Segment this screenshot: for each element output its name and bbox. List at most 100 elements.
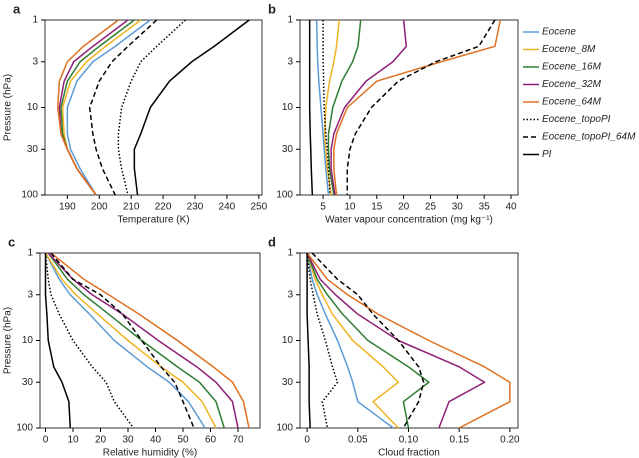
y-tick-label: 10	[27, 102, 39, 113]
x-tick-label: 5	[320, 202, 326, 213]
profile-line	[44, 253, 71, 429]
y-tick-label: 3	[287, 289, 293, 300]
profile-line	[50, 252, 195, 429]
x-tick-label: 190	[59, 202, 76, 213]
profile-line	[308, 20, 314, 196]
profile-line	[306, 252, 486, 429]
y-tick-label: 30	[282, 144, 294, 155]
panel-letter: a	[13, 1, 21, 16]
x-tick-label: 240	[219, 202, 236, 213]
profile-line	[50, 252, 250, 429]
x-tick-label: 60	[205, 435, 217, 446]
profile-line	[306, 252, 339, 429]
x-tick-label: 0.20	[500, 435, 520, 446]
y-tick-label: 1	[27, 248, 33, 259]
profile-line	[133, 19, 250, 196]
x-tick-label: 20	[95, 435, 107, 446]
profile-line	[306, 252, 400, 429]
y-tick-label: 1	[287, 248, 293, 259]
y-tick-label: 30	[282, 377, 294, 388]
y-tick-label: 3	[27, 289, 33, 300]
x-tick-label: 0.10	[399, 435, 419, 446]
x-tick-label: 40	[150, 435, 162, 446]
profile-line	[327, 19, 362, 196]
y-tick-label: 100	[16, 423, 33, 434]
x-tick-label: 220	[155, 202, 172, 213]
x-tick-label: 40	[505, 202, 517, 213]
profile-line	[47, 252, 239, 429]
profile-line	[57, 19, 119, 196]
y-tick-label: 3	[287, 56, 293, 67]
x-tick-label: 230	[187, 202, 204, 213]
legend-label: Eocene	[542, 27, 576, 38]
y-tick-label: 100	[21, 190, 38, 201]
y-tick-label: 10	[22, 335, 34, 346]
y-axis-label: Pressure (hPa)	[3, 307, 14, 374]
x-tick-label: 35	[479, 202, 491, 213]
x-axis-label: Cloud fraction	[378, 448, 440, 458]
legend-label: Eocene_16M	[542, 62, 602, 73]
plot-frame	[299, 252, 519, 429]
x-axis-label: Water vapour concentration (mg kg⁻¹)	[325, 215, 493, 226]
y-tick-label: 1	[32, 15, 38, 26]
y-axis-label: Pressure (hPa)	[3, 74, 14, 141]
y-tick-label: 10	[282, 102, 294, 113]
x-tick-label: 210	[123, 202, 140, 213]
x-axis-label: Temperature (K)	[117, 215, 189, 226]
profile-line	[44, 252, 206, 429]
legend-label: PI	[542, 149, 552, 160]
profile-line	[60, 19, 135, 196]
x-tick-label: 250	[250, 202, 267, 213]
x-tick-label: 30	[452, 202, 464, 213]
x-tick-label: 15	[371, 202, 383, 213]
legend-label: Eocene_topoPI	[542, 114, 611, 125]
profile-line	[306, 252, 394, 429]
profile-line	[47, 252, 225, 429]
x-tick-label: 0	[43, 435, 49, 446]
y-tick-label: 30	[27, 144, 39, 155]
profile-line	[117, 19, 186, 196]
profile-line	[322, 20, 331, 196]
x-tick-label: 25	[425, 202, 437, 213]
panel-letter: c	[8, 234, 15, 249]
x-tick-label: 0.05	[348, 435, 368, 446]
legend-label: Eocene_32M	[542, 79, 602, 90]
profile-line	[346, 19, 496, 195]
x-tick-label: 0	[304, 435, 310, 446]
y-tick-label: 100	[276, 423, 293, 434]
legend-label: Eocene_8M	[542, 44, 596, 55]
legend-label: Eocene_topoPI_64M	[542, 132, 636, 143]
x-tick-label: 20	[398, 202, 410, 213]
profile-line	[44, 252, 217, 429]
profile-line	[66, 19, 151, 196]
y-tick-label: 1	[287, 15, 293, 26]
profile-line	[306, 252, 511, 429]
profile-line	[323, 19, 340, 196]
profile-line	[306, 253, 311, 429]
profile-line	[330, 19, 408, 196]
x-tick-label: 30	[122, 435, 134, 446]
y-tick-label: 100	[276, 190, 293, 201]
profile-line	[61, 19, 142, 196]
x-axis-label: Relative humidity (%)	[103, 448, 197, 458]
profile-line	[88, 19, 158, 196]
y-tick-label: 30	[22, 377, 34, 388]
x-tick-label: 10	[67, 435, 79, 446]
y-tick-label: 10	[282, 335, 294, 346]
legend-label: Eocene_64M	[542, 97, 602, 108]
profile-line	[306, 252, 430, 429]
x-tick-label: 0.15	[449, 435, 469, 446]
panel-letter: d	[268, 234, 276, 249]
profile-line	[58, 19, 129, 196]
profile-line	[333, 19, 502, 196]
x-tick-label: 70	[232, 435, 244, 446]
profile-line	[311, 252, 425, 429]
x-tick-label: 200	[91, 202, 108, 213]
profile-line	[44, 252, 135, 429]
x-tick-label: 50	[177, 435, 189, 446]
panel-letter: b	[268, 1, 276, 16]
x-tick-label: 10	[344, 202, 356, 213]
profile-line	[315, 19, 330, 196]
y-tick-label: 3	[32, 56, 38, 67]
